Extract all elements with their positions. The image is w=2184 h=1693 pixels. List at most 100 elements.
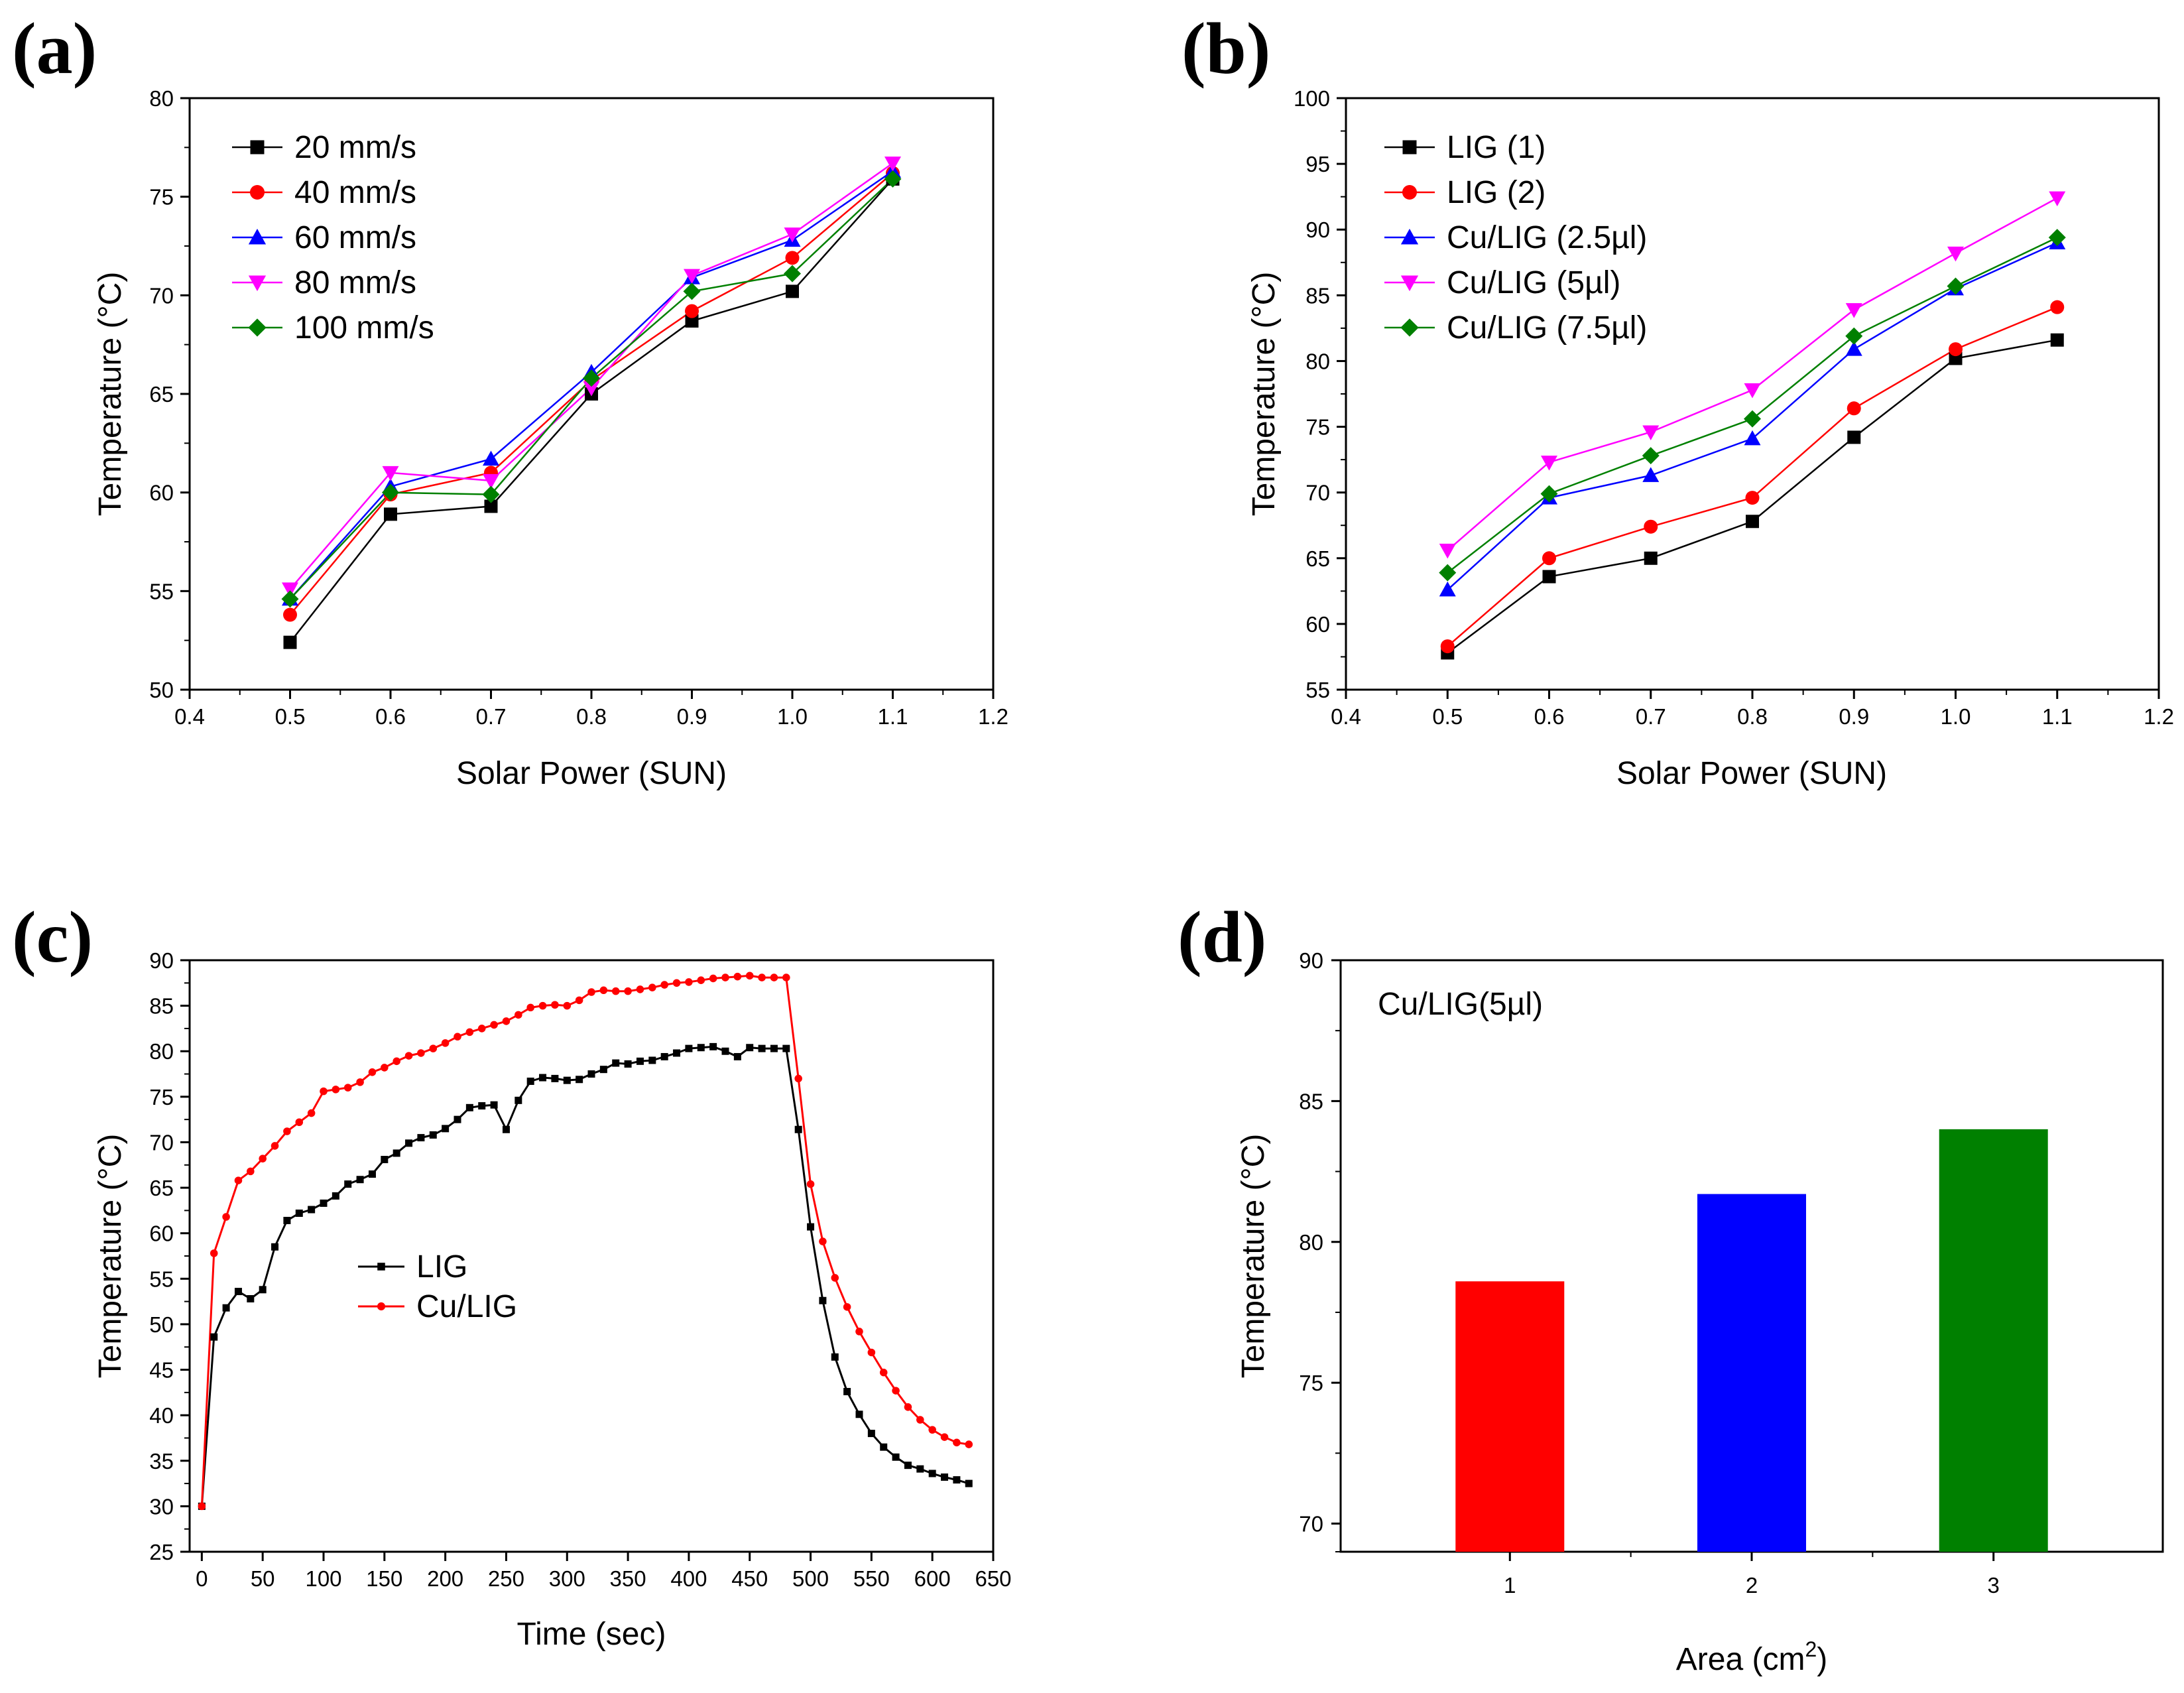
panel-b-legend-marker: [1402, 140, 1417, 155]
panel-c-y-tick-label: 55: [149, 1267, 174, 1291]
panel-a-legend-marker: [249, 184, 265, 200]
panel-c-y-tick-label: 35: [149, 1449, 174, 1474]
panel-c-data-point: [685, 978, 693, 986]
panel-b-legend: LIG (1) LIG (2) Cu/LIG (2.5µl) Cu/LIG (5µl)…: [1384, 130, 1647, 345]
panel-c-data-point: [271, 1142, 279, 1150]
panel-c-legend-marker: [377, 1302, 386, 1311]
panel-c-data-point: [381, 1156, 389, 1164]
panel-c-data-point: [673, 1049, 681, 1057]
panel-c-data-point: [758, 973, 766, 981]
panel-b-y-tick-label: 95: [1305, 152, 1330, 176]
panel-d-bar-3: [1939, 1129, 2048, 1552]
panel-a-y-tick-label: 60: [149, 481, 174, 505]
panel-c-data-point: [393, 1149, 400, 1157]
panel-c-series-line-1: [200, 1045, 969, 1507]
panel-a-legend-label: 100 mm/s: [294, 310, 434, 345]
panel-c-data-point: [904, 1403, 912, 1411]
panel-c-data-point: [624, 987, 632, 995]
panel-a-letter: (a): [12, 8, 97, 89]
panel-c-y-tick-label: 45: [149, 1358, 174, 1383]
panel-c-data-point: [405, 1139, 413, 1147]
panel-a-data-point: [484, 499, 498, 513]
panel-c-legend-label: Cu/LIG: [416, 1289, 517, 1324]
panel-a-data-point: [282, 582, 298, 597]
panel-a-legend-label: 20 mm/s: [294, 130, 416, 165]
panel-c-data-point: [672, 979, 681, 987]
panel-c-data-point: [965, 1479, 973, 1487]
panel-c-x-axis-title: Time (sec): [517, 1617, 666, 1652]
panel-c-data-point: [648, 983, 656, 991]
panel-c-data-point: [417, 1049, 425, 1057]
panel-c-y-tick-label: 50: [149, 1312, 174, 1337]
panel-c-data-point: [368, 1068, 377, 1076]
panel-c-data-point: [880, 1443, 888, 1451]
panel-b-x-tick-label: 0.7: [1636, 704, 1666, 729]
panel-c-data-point: [210, 1333, 218, 1341]
panel-c-data-point: [770, 1044, 778, 1052]
panel-a-y-tick-label: 80: [149, 86, 174, 111]
panel-c-data-point: [465, 1103, 473, 1111]
panel-d-x-axis-title: Area (cm2): [1676, 1637, 1827, 1677]
panel-a-legend: 20 mm/s 40 mm/s 60 mm/s 80 mm/s 100 mm/s: [232, 130, 434, 345]
panel-c-data-point: [477, 1025, 486, 1033]
panel-c-data-point: [806, 1180, 815, 1188]
panel-b-data-point: [1947, 246, 1964, 262]
panel-c-x-tick-label: 400: [670, 1566, 707, 1591]
panel-c-data-point: [648, 1056, 656, 1064]
panel-b-x-tick-label: 0.6: [1534, 704, 1565, 729]
panel-b-x-tick-label: 0.9: [1839, 704, 1869, 729]
panel-b-legend-marker: [1402, 184, 1418, 200]
panel-c-data-point: [611, 987, 620, 995]
panel-c-x-tick-label: 50: [251, 1566, 275, 1591]
panel-d-x-tick-label: 2: [1746, 1573, 1758, 1598]
panel-c-y-axis-title: Temperature (°C): [93, 1134, 128, 1379]
panel-a-y-tick-label: 75: [149, 185, 174, 210]
panel-c-data-point: [515, 1011, 522, 1019]
panel-c-data-point: [393, 1057, 400, 1066]
panel-c-data-point: [210, 1249, 218, 1257]
panel-a-data-point: [685, 304, 699, 318]
panel-c-data-point: [782, 973, 790, 981]
panel-c-y-tick-label: 85: [149, 994, 174, 1019]
panel-c-data-point: [794, 1125, 802, 1133]
panel-c-data-point: [709, 1042, 717, 1050]
panel-c-data-point: [539, 1074, 547, 1082]
panel-c-data-point: [953, 1438, 961, 1447]
panel-a-x-axis-title: Solar Power (SUN): [456, 756, 727, 791]
panel-a-legend-marker: [250, 140, 265, 155]
panel-c-data-point: [441, 1039, 450, 1047]
panel-c-data-point: [222, 1213, 230, 1221]
panel-c-data-point: [758, 1044, 766, 1052]
panel-b-y-tick-label: 85: [1305, 283, 1330, 308]
panel-c: (c) 0 50 100 150 200 250 300 350 400 450 500 550 600…: [12, 897, 1012, 1652]
panel-a-legend-label: 40 mm/s: [294, 175, 416, 210]
panel-c-data-point: [271, 1243, 279, 1251]
panel-c-data-point: [782, 1044, 790, 1052]
panel-c-x-tick-label: 150: [366, 1566, 402, 1591]
panel-b-x-axis-title: Solar Power (SUN): [1616, 756, 1887, 791]
panel-c-y-tick-label: 80: [149, 1039, 174, 1064]
panel-d-bar-1: [1455, 1281, 1565, 1552]
panel-c-data-point: [551, 1001, 559, 1009]
panel-c-data-point: [356, 1176, 364, 1184]
panel-b-data-point: [1744, 410, 1761, 428]
panel-c-data-point: [320, 1087, 328, 1096]
panel-c-x-tick-label: 500: [792, 1566, 829, 1591]
panel-b-y-tick-label: 100: [1294, 86, 1330, 111]
panel-c-y-tick-label: 90: [149, 948, 174, 973]
panel-c-data-point: [343, 1084, 352, 1092]
panel-b-legend-marker: [1400, 228, 1419, 245]
panel-c-series-line-2: [200, 974, 969, 1507]
panel-c-x-tick-label: 200: [427, 1566, 463, 1591]
panel-a-data-point: [683, 282, 701, 300]
panel-b-x-tick-label: 0.8: [1737, 704, 1768, 729]
panel-a-data-point: [884, 157, 901, 172]
panel-c-data-point: [636, 1057, 644, 1065]
panel-c-data-point: [904, 1462, 912, 1470]
panel-c-x-tick-label: 350: [610, 1566, 646, 1591]
panel-c-data-point: [368, 1170, 376, 1178]
panel-c-data-point: [709, 974, 717, 983]
panel-a-data-point: [784, 265, 801, 282]
panel-c-data-point: [515, 1096, 522, 1104]
